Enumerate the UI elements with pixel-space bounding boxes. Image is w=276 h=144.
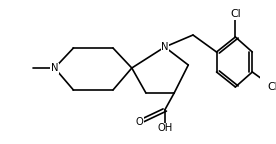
Text: O: O [136,117,143,127]
Text: OH: OH [157,123,172,133]
Text: Cl: Cl [268,82,276,92]
Text: Cl: Cl [230,9,241,19]
Text: N: N [161,42,169,52]
Text: N: N [51,63,58,73]
